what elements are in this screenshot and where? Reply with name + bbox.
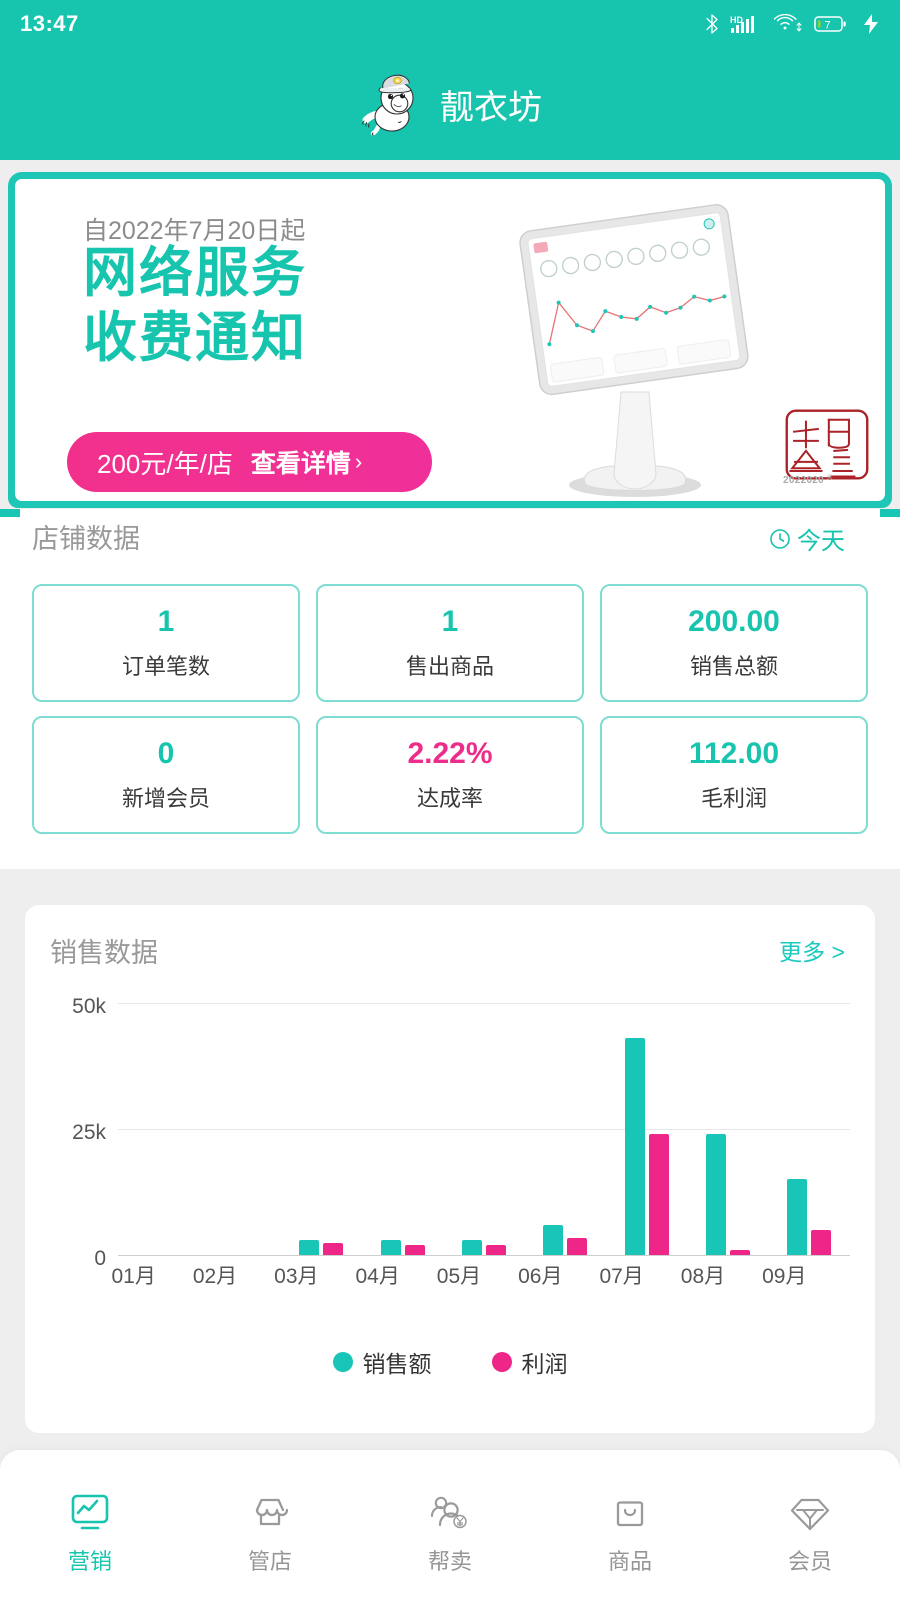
svg-text:7: 7 [825, 20, 831, 32]
